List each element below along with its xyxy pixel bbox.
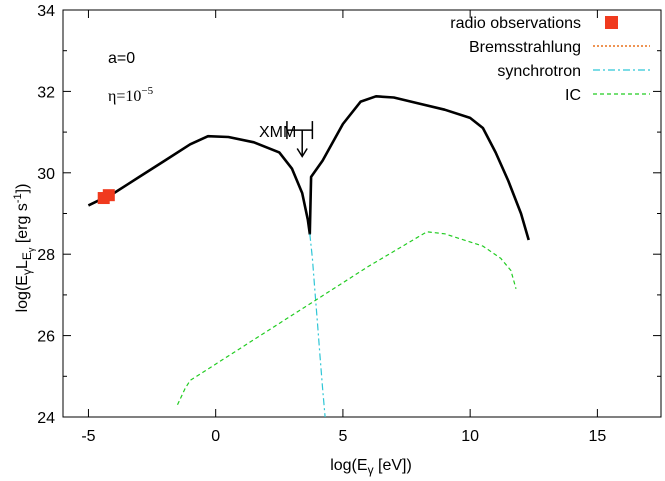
y-tick-label: 30 <box>37 166 55 183</box>
y-tick-label: 24 <box>37 410 55 427</box>
x-axis-label: log(Eγ [eV]) <box>330 457 412 477</box>
x-tick-label: 0 <box>211 428 220 445</box>
legend-label-radio-observations: radio observations <box>450 15 581 32</box>
series-total-line <box>87 95 530 241</box>
legend: radio observations Bremsstrahlung synchr… <box>450 15 650 104</box>
legend-marker-radio-observations <box>605 16 618 29</box>
tick-layer: -5 0 5 10 15 24 26 28 30 32 34 <box>37 3 661 445</box>
annotation-spin: a=0 <box>108 50 135 67</box>
legend-label-ic: IC <box>565 87 581 104</box>
xmm-label: XMM <box>259 124 296 141</box>
annotation-eta: η=10−5 <box>108 85 154 105</box>
y-axis-label: log(EγLEγ [erg s-1]) <box>12 184 36 313</box>
x-tick-label: -5 <box>81 428 95 445</box>
series-layer <box>87 95 530 418</box>
y-tick-label: 34 <box>37 3 55 20</box>
y-tick-label: 32 <box>37 84 55 101</box>
xmm-limit-arrowhead <box>296 148 308 158</box>
x-tick-label: 15 <box>588 428 606 445</box>
series-synchrotron-line <box>309 233 326 418</box>
series-ic-line <box>176 231 517 406</box>
y-tick-label: 26 <box>37 329 55 346</box>
legend-label-synchrotron: synchrotron <box>497 63 581 80</box>
y-tick-label: 28 <box>37 247 55 264</box>
legend-label-bremsstrahlung: Bremsstrahlung <box>469 39 581 56</box>
x-tick-label: 5 <box>338 428 347 445</box>
legend-markers <box>593 16 650 95</box>
x-tick-label: 10 <box>461 428 479 445</box>
radio-observation-point <box>102 189 115 202</box>
